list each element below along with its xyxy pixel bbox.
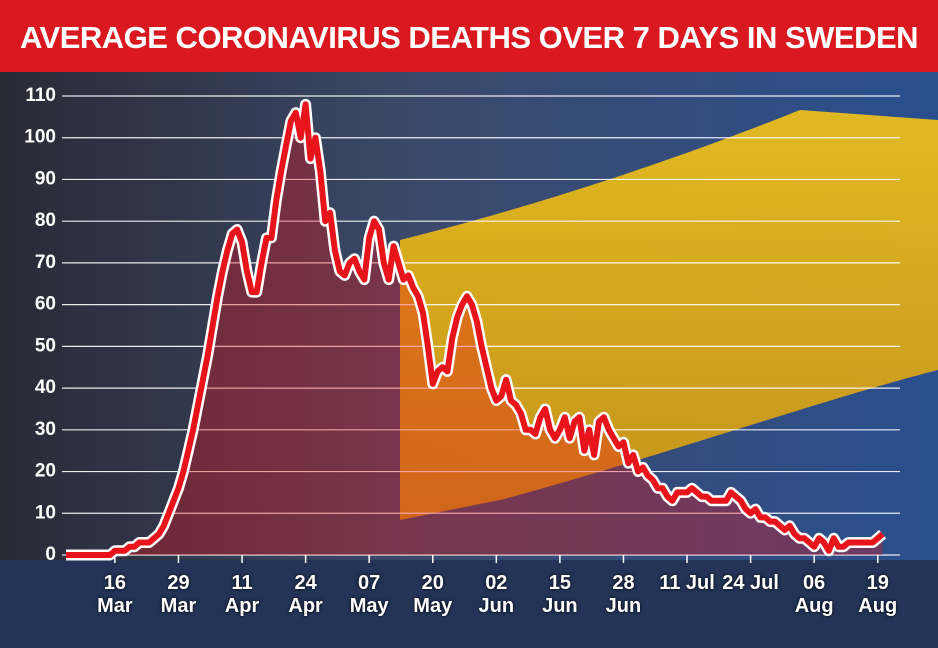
x-tick-label: 24 Jul [722, 572, 779, 594]
x-tick-label: 24 Apr [288, 572, 323, 617]
y-tick-label: 40 [35, 377, 56, 398]
x-tick-label: 11 Apr [224, 572, 260, 617]
x-tick-label: 19 Aug [858, 572, 898, 617]
x-tick-label: 02 Jun [478, 572, 515, 617]
y-tick-label: 60 [35, 294, 56, 315]
x-tick-label: 15 Jun [542, 572, 578, 617]
y-tick-label: 50 [35, 335, 56, 356]
x-tick-label: 06 Aug [794, 572, 834, 617]
x-tick-label: 16 Mar [97, 572, 133, 617]
x-tick-label: 29 Mar [160, 572, 197, 617]
x-tick-label: 28 Jun [605, 572, 642, 617]
y-tick-label: 90 [35, 168, 56, 189]
y-tick-label: 0 [45, 544, 56, 565]
y-tick-label: 30 [35, 419, 56, 440]
x-tick-label: 11 Jul [659, 572, 715, 594]
x-tick-label: 20 May [413, 572, 453, 617]
x-tick-label: 07 May [349, 572, 389, 617]
y-tick-label: 70 [35, 252, 56, 273]
flag-stripe [400, 110, 938, 520]
y-tick-label: 80 [35, 210, 56, 231]
chart-title: AVERAGE CORONAVIRUS DEATHS OVER 7 DAYS I… [0, 0, 938, 72]
y-tick-label: 20 [35, 461, 56, 482]
y-tick-label: 10 [35, 502, 56, 523]
y-tick-label: 110 [25, 85, 56, 106]
line [66, 101, 885, 558]
y-tick-label: 100 [24, 127, 56, 148]
axis-band [0, 560, 938, 648]
